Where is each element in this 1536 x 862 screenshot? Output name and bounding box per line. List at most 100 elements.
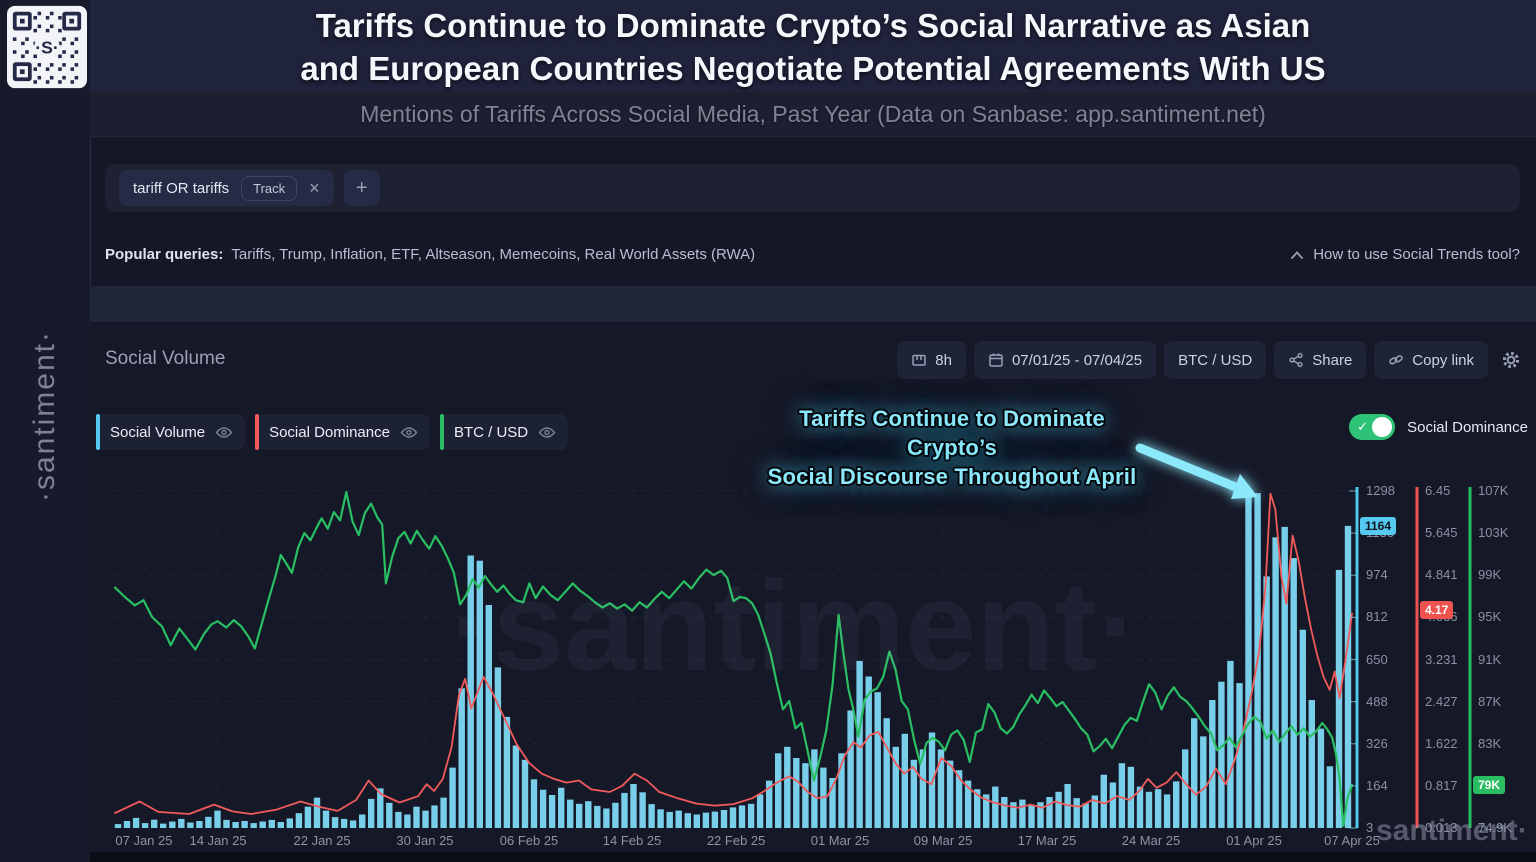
annotation-line2: Social Discourse Throughout April: [767, 464, 1137, 489]
panel-title: Social Volume: [105, 348, 226, 369]
qr-code: ·S·: [7, 5, 87, 89]
y-axis-label-dominance: 4.841: [1425, 567, 1458, 583]
x-axis-label: 14 Jan 25: [189, 833, 247, 848]
calendar-icon: [989, 353, 1003, 367]
y-axis-label-volume: 3: [1366, 820, 1374, 835]
page-subtitle: Mentions of Tariffs Across Social Media,…: [360, 101, 1266, 127]
y-axis-label-dominance: 6.45: [1425, 483, 1451, 498]
y-axis-label-price: 83K: [1478, 735, 1502, 751]
y-axis-label-volume: 974: [1366, 567, 1388, 583]
add-query-button[interactable]: +: [343, 170, 380, 206]
page-title-line2: and European Countries Negotiate Potenti…: [300, 50, 1326, 87]
check-icon: ✓: [1357, 419, 1368, 434]
legend-row: Social Volume Social Dominance BTC / USD: [96, 414, 569, 450]
header: Tariffs Continue to Dominate Crypto’s So…: [90, 0, 1536, 93]
y-axis-label-dominance: 0.817: [1425, 777, 1458, 793]
annotation-line1: Tariffs Continue to Dominate Crypto’s: [799, 406, 1105, 460]
y-axis-label-price: 107K: [1478, 483, 1509, 498]
sidebar-brand: ·santiment·: [28, 330, 61, 503]
gear-icon: [1502, 351, 1520, 369]
query-bar: tariff OR tariffs Track × +: [105, 164, 1520, 212]
share-label: Share: [1312, 351, 1353, 369]
copy-link-label: Copy link: [1412, 351, 1474, 369]
interval-icon: [912, 354, 927, 366]
share-icon: [1289, 352, 1303, 368]
svg-text:·S·: ·S·: [35, 37, 58, 57]
legend-chip-social-volume[interactable]: Social Volume: [96, 414, 246, 450]
legend-color-btc-usd: [439, 414, 444, 450]
x-axis-label: 22 Jan 25: [293, 833, 351, 848]
popular-queries-list[interactable]: Tariffs, Trump, Inflation, ETF, Altseaso…: [231, 246, 756, 263]
x-axis-label: 09 Mar 25: [913, 833, 973, 848]
interval-label: 8h: [935, 351, 952, 369]
remove-tag-icon[interactable]: ×: [309, 178, 320, 198]
y-axis-label-price: 87K: [1478, 693, 1502, 709]
date-range-button[interactable]: 07/01/25 - 07/04/25: [973, 341, 1157, 379]
visibility-eye-icon[interactable]: [215, 426, 233, 439]
y-axis-label-price: 91K: [1478, 651, 1502, 667]
y-axis-label-price: 74.9K: [1478, 820, 1512, 835]
y-axis-label-price: 95K: [1478, 609, 1502, 625]
x-axis-label: 01 Apr 25: [1226, 833, 1282, 848]
page-title: Tariffs Continue to Dominate Crypto’s So…: [90, 4, 1536, 90]
legend-chip-social-dominance[interactable]: Social Dominance: [255, 414, 430, 450]
query-tag-chip[interactable]: tariff OR tariffs Track ×: [119, 170, 334, 206]
bottom-edge: [90, 852, 1536, 862]
legend-color-social-dominance: [255, 414, 260, 450]
x-axis-label: 07 Apr 25: [1324, 833, 1380, 848]
x-axis-label: 07 Jan 25: [115, 833, 173, 848]
y-axis-label-dominance: 2.427: [1425, 693, 1458, 709]
page-title-line1: Tariffs Continue to Dominate Crypto’s So…: [315, 7, 1311, 44]
interval-button[interactable]: 8h: [897, 341, 966, 379]
santiment-watermark: santiment·: [1376, 814, 1528, 847]
chevron-up-icon: [1291, 250, 1304, 259]
legend-chip-btc-usd[interactable]: BTC / USD: [439, 414, 569, 450]
last-value-badge-dominance: 4.17: [1420, 601, 1454, 620]
date-range-label: 07/01/25 - 07/04/25: [1011, 351, 1143, 369]
popular-queries-label: Popular queries:: [105, 246, 224, 263]
link-icon: [1389, 355, 1404, 365]
copy-link-button[interactable]: Copy link: [1374, 341, 1488, 379]
x-axis-label: 24 Mar 25: [1121, 833, 1181, 848]
track-button[interactable]: Track: [241, 175, 298, 201]
last-value-badge-volume: 1164: [1360, 516, 1397, 535]
y-axis-label-dominance: 1.622: [1425, 735, 1458, 751]
popular-queries: Popular queries: Tariffs, Trump, Inflatio…: [105, 246, 755, 263]
settings-button[interactable]: [1496, 349, 1526, 371]
asset-pair-label: BTC / USD: [1178, 351, 1253, 369]
legend-color-social-volume: [96, 414, 100, 450]
toggle-knob: [1372, 417, 1393, 437]
y-axis-label-volume: 650: [1366, 651, 1388, 667]
x-axis-label: 22 Feb 25: [706, 833, 766, 848]
separator-band: [90, 286, 1536, 322]
y-axis-label-volume: 488: [1366, 693, 1388, 709]
how-to-use-link[interactable]: How to use Social Trends tool?: [1290, 246, 1520, 263]
social-volume-chart[interactable]: ·santiment·: [95, 395, 1536, 862]
x-axis-label: 17 Mar 25: [1017, 833, 1077, 848]
asset-pair-button[interactable]: BTC / USD: [1164, 341, 1267, 379]
social-dominance-toggle-row: ✓ Social Dominance: [1349, 414, 1528, 440]
last-value-badge-price: 79K: [1473, 775, 1506, 794]
x-axis-label: 30 Jan 25: [396, 833, 454, 848]
y-axis-label-dominance: 3.231: [1425, 651, 1458, 667]
share-button[interactable]: Share: [1274, 341, 1367, 379]
query-tag-text: tariff OR tariffs: [133, 179, 230, 197]
annotation-callout: Tariffs Continue to Dominate Crypto’s So…: [752, 404, 1152, 491]
annotation-arrow: [1135, 443, 1258, 499]
sidebar: ·S· ·santiment·: [0, 0, 91, 862]
visibility-eye-icon[interactable]: [400, 426, 418, 439]
legend-label-social-volume: Social Volume: [110, 423, 206, 441]
y-axis-label-price: 99K: [1478, 567, 1502, 583]
legend-label-btc-usd: BTC / USD: [453, 423, 529, 441]
x-axis-label: 01 Mar 25: [810, 833, 870, 848]
social-dominance-toggle[interactable]: ✓: [1349, 414, 1396, 440]
y-axis-label-volume: 812: [1366, 609, 1388, 625]
svg-text:·santiment·: ·santiment·: [450, 555, 1140, 698]
x-axis-label: 06 Feb 25: [499, 833, 559, 848]
y-axis-label-volume: 326: [1366, 735, 1388, 751]
y-axis-label-dominance: 0.013: [1425, 820, 1458, 835]
visibility-eye-icon[interactable]: [538, 426, 556, 439]
how-to-use-label: How to use Social Trends tool?: [1313, 246, 1520, 263]
y-axis-label-dominance: 5.645: [1425, 525, 1458, 541]
